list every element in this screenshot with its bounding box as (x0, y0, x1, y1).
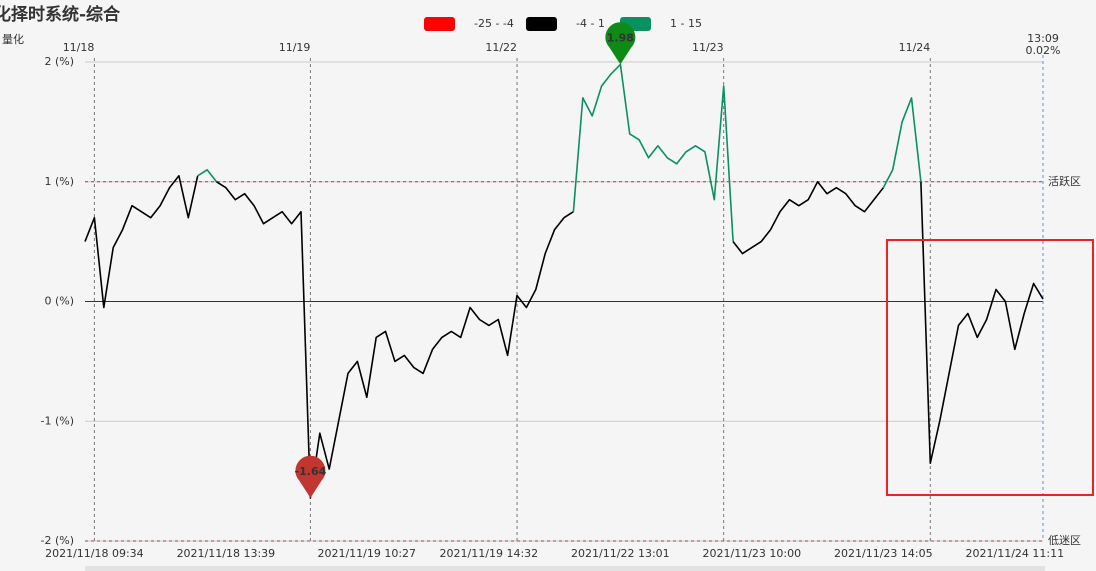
day-label: 11/18 (63, 41, 95, 54)
line-series (197, 169, 218, 183)
extreme-pin (605, 22, 636, 65)
y-tick-label: 1 (%) (44, 175, 74, 188)
y-tick-label: 0 (%) (44, 295, 74, 308)
y-tick-label: 2 (%) (44, 55, 74, 68)
x-tick-label: 2021/11/24 11:11 (966, 547, 1065, 560)
y-tick-label: -1 (%) (41, 414, 75, 427)
legend-swatch (526, 17, 557, 31)
highlight-box (886, 239, 1094, 496)
line-series (920, 181, 1044, 464)
mark-line-label: 低迷区 (1048, 534, 1081, 547)
line-series (84, 175, 199, 309)
chart-title: 化择时系统-综合 (0, 4, 121, 25)
day-label: 11/24 (899, 41, 931, 54)
legend-swatch (424, 17, 455, 31)
line-series (882, 97, 922, 189)
x-tick-label: 2021/11/18 09:34 (45, 547, 144, 560)
x-tick-label: 2021/11/19 10:27 (317, 547, 416, 560)
line-series (572, 63, 734, 242)
extreme-label: 1.98 (607, 31, 634, 44)
day-label: 11/19 (279, 41, 311, 54)
scrollbar (85, 566, 1045, 571)
current-value: 0.02% (1026, 44, 1061, 57)
legend-label: -25 - -4 (474, 17, 514, 30)
current-time: 13:09 (1027, 32, 1059, 45)
chart-subtitle: 量化 (2, 32, 24, 46)
x-tick-label: 2021/11/22 13:01 (571, 547, 670, 560)
extreme-label: -1.64 (295, 465, 327, 478)
day-label: 11/22 (485, 41, 517, 54)
line-series (732, 181, 884, 255)
day-label: 11/23 (692, 41, 724, 54)
x-tick-label: 2021/11/23 14:05 (834, 547, 933, 560)
x-tick-label: 2021/11/23 10:00 (703, 547, 802, 560)
x-tick-label: 2021/11/19 14:32 (440, 547, 539, 560)
mark-line-label: 活跃区 (1048, 174, 1081, 188)
legend-label: 1 - 15 (670, 17, 702, 30)
y-tick-label: -2 (%) (41, 534, 75, 547)
legend-label: -4 - 1 (576, 17, 605, 30)
line-series (216, 181, 574, 499)
x-tick-label: 2021/11/18 13:39 (177, 547, 276, 560)
extreme-pin (295, 455, 326, 498)
